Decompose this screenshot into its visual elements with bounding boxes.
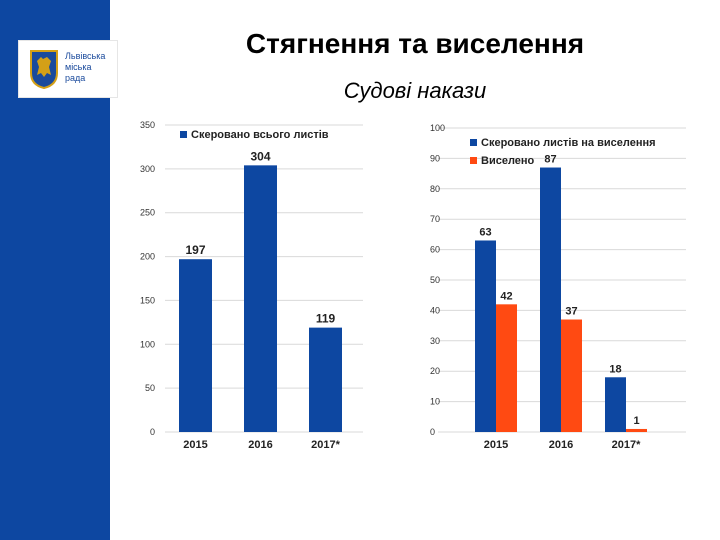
x-category-label: 2016 bbox=[549, 439, 573, 451]
logo-text-line-1: Львівська bbox=[65, 51, 106, 61]
y-tick-label: 20 bbox=[430, 366, 440, 376]
bar-blue bbox=[244, 165, 277, 432]
chart-eviction-letters: 0 10 20 30 40 50 60 70 80 90 100 63 42 2015 87 37 2016 18… bbox=[430, 123, 686, 451]
y-tick-label: 70 bbox=[430, 214, 440, 224]
logo-text-line-2: міська bbox=[65, 62, 92, 72]
bar-orange bbox=[496, 304, 517, 432]
y-tick-label: 60 bbox=[430, 245, 440, 255]
legend-label: Виселено bbox=[481, 155, 535, 167]
legend-label: Скеровано всього листів bbox=[191, 129, 329, 141]
bar-blue bbox=[309, 327, 342, 432]
data-label: 87 bbox=[544, 154, 556, 166]
chart-total-letters: 0 50 100 150 200 250 300 350 197 2015 304 2016 119 20… bbox=[140, 120, 363, 451]
y-tick-label: 10 bbox=[430, 397, 440, 407]
legend-swatch bbox=[180, 131, 187, 138]
legend-swatch bbox=[470, 139, 477, 146]
x-category-label: 2015 bbox=[183, 439, 207, 451]
lion-shield-icon bbox=[30, 50, 58, 89]
slide-title: Стягнення та виселення bbox=[245, 28, 585, 59]
bar-blue bbox=[605, 377, 626, 432]
legend-label: Скеровано листів на виселення bbox=[481, 137, 656, 149]
y-tick-label: 350 bbox=[140, 120, 155, 130]
data-label: 119 bbox=[316, 312, 336, 326]
bar-orange bbox=[626, 428, 647, 432]
data-label: 42 bbox=[500, 290, 512, 302]
x-category-label: 2016 bbox=[248, 439, 272, 451]
city-council-logo: Львівська міська рада bbox=[18, 40, 118, 98]
data-label: 37 bbox=[565, 306, 577, 318]
y-tick-label: 40 bbox=[430, 305, 440, 315]
y-tick-label: 100 bbox=[430, 123, 445, 133]
data-label: 1 bbox=[633, 415, 639, 427]
x-category-label: 2017* bbox=[612, 439, 641, 451]
slide-subtitle: Судові накази bbox=[343, 78, 487, 103]
data-label: 304 bbox=[250, 149, 270, 163]
y-tick-label: 0 bbox=[150, 427, 155, 437]
y-tick-label: 80 bbox=[430, 184, 440, 194]
y-tick-label: 150 bbox=[140, 295, 155, 305]
x-category-label: 2017* bbox=[311, 439, 340, 451]
y-tick-label: 90 bbox=[430, 153, 440, 163]
bar-blue bbox=[475, 240, 496, 432]
y-tick-label: 250 bbox=[140, 208, 155, 218]
y-tick-label: 100 bbox=[140, 339, 155, 349]
y-tick-label: 50 bbox=[145, 383, 155, 393]
y-tick-label: 50 bbox=[430, 275, 440, 285]
bar-orange bbox=[561, 319, 582, 432]
y-tick-label: 300 bbox=[140, 164, 155, 174]
bar-blue bbox=[540, 167, 561, 432]
y-tick-label: 200 bbox=[140, 252, 155, 262]
data-label: 18 bbox=[609, 363, 621, 375]
legend-swatch bbox=[470, 157, 477, 164]
data-label: 197 bbox=[185, 243, 205, 257]
logo-text-line-3: рада bbox=[65, 73, 86, 83]
y-tick-label: 0 bbox=[430, 427, 435, 437]
bar-blue bbox=[179, 259, 212, 432]
y-tick-label: 30 bbox=[430, 336, 440, 346]
data-label: 63 bbox=[479, 226, 491, 238]
x-category-label: 2015 bbox=[484, 439, 508, 451]
